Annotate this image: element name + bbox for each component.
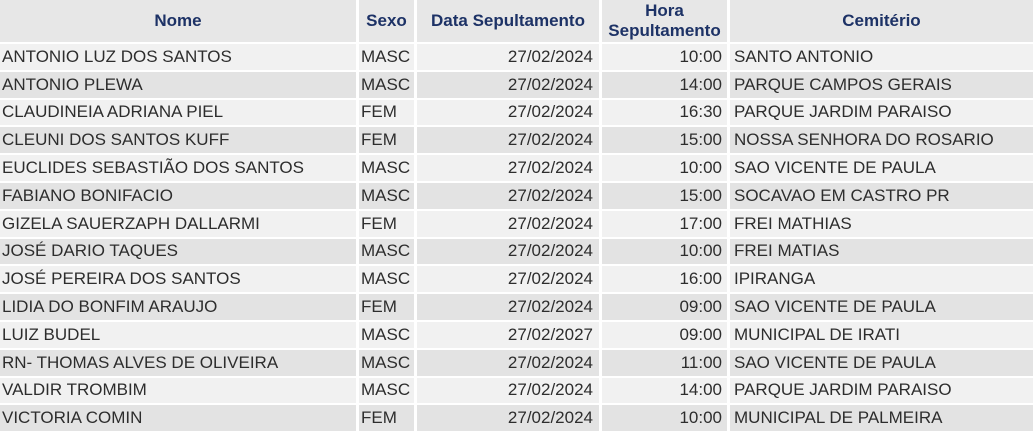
table-row: JOSÉ DARIO TAQUES MASC 27/02/2024 10:00 …	[0, 238, 1033, 267]
cell-sexo: MASC	[356, 182, 414, 211]
cell-sexo: MASC	[356, 349, 414, 378]
table-row: VALDIR TROMBIM MASC 27/02/2024 14:00 PAR…	[0, 377, 1033, 406]
cell-cemiterio: SAO VICENTE DE PAULA	[727, 294, 1033, 322]
table-row: GIZELA SAUERZAPH DALLARMI FEM 27/02/2024…	[0, 210, 1033, 239]
cell-cemiterio: SANTO ANTONIO	[727, 44, 1033, 72]
cell-cemiterio: FREI MATHIAS	[727, 210, 1033, 239]
cell-cemiterio: PARQUE CAMPOS GERAIS	[727, 71, 1033, 100]
cell-data-sepultamento: 27/02/2024	[414, 266, 599, 295]
column-header-sexo: Sexo	[356, 0, 414, 44]
table-row: FABIANO BONIFACIO MASC 27/02/2024 15:00 …	[0, 182, 1033, 211]
column-header-cemiterio: Cemitério	[727, 0, 1033, 44]
cell-hora-sepultamento: 17:00	[599, 210, 727, 239]
cell-nome: LIDIA DO BONFIM ARAUJO	[0, 294, 356, 322]
table-row: EUCLIDES SEBASTIÃO DOS SANTOS MASC 27/02…	[0, 155, 1033, 183]
cell-data-sepultamento: 27/02/2027	[414, 321, 599, 350]
column-header-nome: Nome	[0, 0, 356, 44]
cell-nome: JOSÉ PEREIRA DOS SANTOS	[0, 266, 356, 295]
table-row: CLAUDINEIA ADRIANA PIEL FEM 27/02/2024 1…	[0, 99, 1033, 128]
cell-hora-sepultamento: 14:00	[599, 377, 727, 406]
cell-sexo: MASC	[356, 44, 414, 72]
cell-data-sepultamento: 27/02/2024	[414, 210, 599, 239]
table-row: ANTONIO LUZ DOS SANTOS MASC 27/02/2024 1…	[0, 44, 1033, 72]
cell-sexo: MASC	[356, 377, 414, 406]
cell-data-sepultamento: 27/02/2024	[414, 44, 599, 72]
cell-cemiterio: FREI MATIAS	[727, 238, 1033, 267]
cell-nome: LUIZ BUDEL	[0, 321, 356, 350]
cell-cemiterio: PARQUE JARDIM PARAISO	[727, 99, 1033, 128]
table-row: ANTONIO PLEWA MASC 27/02/2024 14:00 PARQ…	[0, 71, 1033, 100]
cell-data-sepultamento: 27/02/2024	[414, 405, 599, 433]
cell-nome: VALDIR TROMBIM	[0, 377, 356, 406]
cell-nome: ANTONIO LUZ DOS SANTOS	[0, 44, 356, 72]
cell-data-sepultamento: 27/02/2024	[414, 349, 599, 378]
cell-cemiterio: IPIRANGA	[727, 266, 1033, 295]
cell-sexo: MASC	[356, 321, 414, 350]
cell-sexo: MASC	[356, 238, 414, 267]
cell-nome: GIZELA SAUERZAPH DALLARMI	[0, 210, 356, 239]
table-row: VICTORIA COMIN FEM 27/02/2024 10:00 MUNI…	[0, 405, 1033, 433]
cell-data-sepultamento: 27/02/2024	[414, 238, 599, 267]
cell-sexo: FEM	[356, 127, 414, 156]
cell-cemiterio: NOSSA SENHORA DO ROSARIO	[727, 127, 1033, 156]
table-row: LUIZ BUDEL MASC 27/02/2027 09:00 MUNICIP…	[0, 321, 1033, 350]
cell-hora-sepultamento: 10:00	[599, 405, 727, 433]
cell-sexo: FEM	[356, 210, 414, 239]
table-body: ANTONIO LUZ DOS SANTOS MASC 27/02/2024 1…	[0, 44, 1033, 433]
cell-cemiterio: MUNICIPAL DE PALMEIRA	[727, 405, 1033, 433]
cell-cemiterio: PARQUE JARDIM PARAISO	[727, 377, 1033, 406]
cell-hora-sepultamento: 16:00	[599, 266, 727, 295]
cell-nome: EUCLIDES SEBASTIÃO DOS SANTOS	[0, 155, 356, 183]
cell-cemiterio: SAO VICENTE DE PAULA	[727, 349, 1033, 378]
cell-hora-sepultamento: 09:00	[599, 294, 727, 322]
cell-hora-sepultamento: 11:00	[599, 349, 727, 378]
cell-sexo: FEM	[356, 99, 414, 128]
cell-sexo: MASC	[356, 155, 414, 183]
cell-data-sepultamento: 27/02/2024	[414, 294, 599, 322]
column-header-hora-sepultamento: Hora Sepultamento	[599, 0, 727, 44]
cell-cemiterio: SOCAVAO EM CASTRO PR	[727, 182, 1033, 211]
cell-nome: JOSÉ DARIO TAQUES	[0, 238, 356, 267]
cell-cemiterio: SAO VICENTE DE PAULA	[727, 155, 1033, 183]
cell-hora-sepultamento: 14:00	[599, 71, 727, 100]
cell-hora-sepultamento: 10:00	[599, 44, 727, 72]
cell-nome: ANTONIO PLEWA	[0, 71, 356, 100]
cell-data-sepultamento: 27/02/2024	[414, 127, 599, 156]
cell-nome: RN- THOMAS ALVES DE OLIVEIRA	[0, 349, 356, 378]
cell-hora-sepultamento: 09:00	[599, 321, 727, 350]
cell-cemiterio: MUNICIPAL DE IRATI	[727, 321, 1033, 350]
cell-nome: VICTORIA COMIN	[0, 405, 356, 433]
cell-hora-sepultamento: 15:00	[599, 127, 727, 156]
cell-data-sepultamento: 27/02/2024	[414, 377, 599, 406]
cell-data-sepultamento: 27/02/2024	[414, 71, 599, 100]
cell-data-sepultamento: 27/02/2024	[414, 99, 599, 128]
table-row: LIDIA DO BONFIM ARAUJO FEM 27/02/2024 09…	[0, 294, 1033, 322]
table-row: RN- THOMAS ALVES DE OLIVEIRA MASC 27/02/…	[0, 349, 1033, 378]
cell-sexo: MASC	[356, 266, 414, 295]
cell-sexo: FEM	[356, 405, 414, 433]
cell-data-sepultamento: 27/02/2024	[414, 155, 599, 183]
cell-sexo: MASC	[356, 71, 414, 100]
cell-hora-sepultamento: 10:00	[599, 155, 727, 183]
cell-hora-sepultamento: 16:30	[599, 99, 727, 128]
table-row: CLEUNI DOS SANTOS KUFF FEM 27/02/2024 15…	[0, 127, 1033, 156]
cell-sexo: FEM	[356, 294, 414, 322]
cell-data-sepultamento: 27/02/2024	[414, 182, 599, 211]
cell-nome: CLAUDINEIA ADRIANA PIEL	[0, 99, 356, 128]
cell-hora-sepultamento: 10:00	[599, 238, 727, 267]
table-row: JOSÉ PEREIRA DOS SANTOS MASC 27/02/2024 …	[0, 266, 1033, 295]
column-header-data-sepultamento: Data Sepultamento	[414, 0, 599, 44]
cell-hora-sepultamento: 15:00	[599, 182, 727, 211]
cell-nome: CLEUNI DOS SANTOS KUFF	[0, 127, 356, 156]
header-row: Nome Sexo Data Sepultamento Hora Sepulta…	[0, 0, 1033, 44]
cell-nome: FABIANO BONIFACIO	[0, 182, 356, 211]
